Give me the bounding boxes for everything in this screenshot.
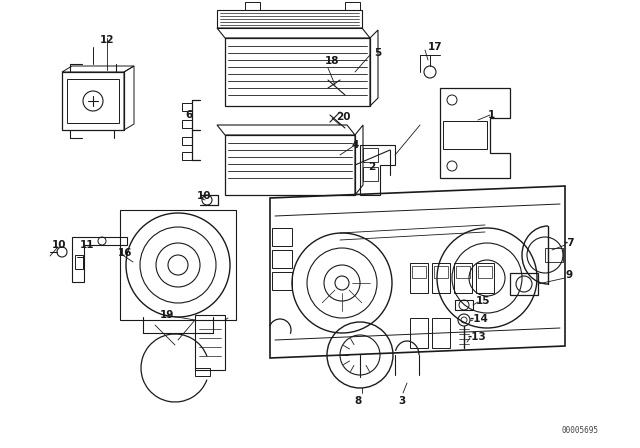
Text: 00005695: 00005695 [561,426,598,435]
Text: 3: 3 [398,396,406,406]
Text: 10: 10 [197,191,211,201]
Text: 8: 8 [355,396,362,406]
Text: 9: 9 [565,270,572,280]
Bar [120,210,236,320]
Text: 4: 4 [352,140,360,150]
Bar [75,255,83,269]
Bar [363,167,378,181]
Bar [432,263,450,293]
Bar [476,263,494,293]
Text: 19: 19 [160,310,174,320]
Bar [245,2,260,10]
Bar [272,272,292,290]
Text: 10: 10 [52,240,67,250]
Bar [456,266,470,278]
Bar [410,318,428,348]
Text: -7: -7 [563,238,575,248]
Bar [217,10,362,28]
Text: 1: 1 [488,110,495,120]
Text: 5: 5 [374,48,381,58]
Bar [272,250,292,268]
Text: 11: 11 [80,240,95,250]
Text: 16: 16 [118,248,132,258]
Bar [225,135,355,195]
Bar [225,38,370,106]
Bar [182,137,192,145]
Text: -14: -14 [469,314,488,324]
Bar [195,315,225,370]
Text: 18: 18 [325,56,339,66]
Bar [182,120,192,128]
Bar [434,266,448,278]
Bar [363,148,378,162]
Bar [443,121,487,149]
Bar [454,263,472,293]
Bar [510,273,538,295]
Bar [62,72,124,130]
Bar [195,368,210,376]
Bar [478,266,492,278]
Text: 6: 6 [185,110,192,120]
Bar [182,103,192,111]
Text: 17: 17 [428,42,443,52]
Text: 2: 2 [368,162,375,172]
Bar [545,248,563,262]
Text: 15: 15 [476,296,490,306]
Text: 12: 12 [100,35,115,45]
Bar [345,2,360,10]
Bar [182,152,192,160]
Bar [410,263,428,293]
Text: -13: -13 [467,332,486,342]
Bar [272,228,292,246]
Bar [412,266,426,278]
Bar [67,79,119,123]
Text: 20: 20 [336,112,351,122]
Bar [455,300,473,310]
Bar [432,318,450,348]
